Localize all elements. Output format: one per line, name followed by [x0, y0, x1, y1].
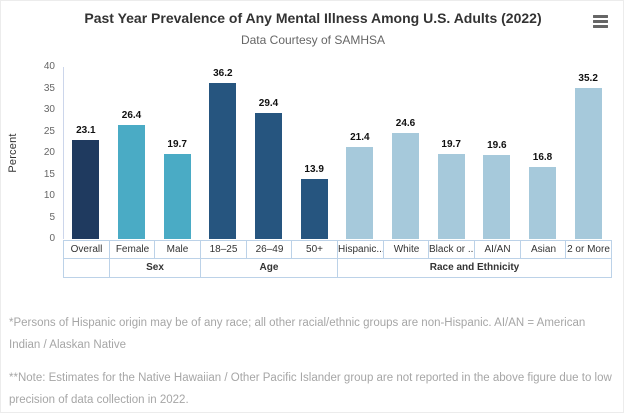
y-tick-label: 10	[43, 190, 55, 201]
x-category-cell: Hispanic...	[337, 240, 384, 259]
y-tick-label: 15	[43, 168, 55, 180]
x-category-cell: 50+	[291, 240, 338, 259]
x-category-cell: 26–49	[246, 240, 293, 259]
bar-26–49[interactable]	[255, 112, 282, 239]
bar-value-label: 36.2	[213, 68, 233, 80]
x-category-cell: Black or ...	[428, 240, 475, 259]
bar-value-label: 19.7	[441, 139, 461, 151]
bar-AI/AN[interactable]	[483, 154, 511, 239]
x-group-cell-race-and-ethnicity: Race and Ethnicity	[337, 258, 612, 278]
bar-White[interactable]	[392, 133, 419, 239]
y-tick-label: 35	[43, 82, 55, 94]
x-category-cell: Asian	[520, 240, 567, 259]
x-group-cell-sex: Sex	[109, 258, 201, 278]
x-category-cell: Female	[109, 240, 156, 259]
bar-2 or More[interactable]	[574, 87, 602, 239]
bar-value-label: 35.2	[578, 72, 598, 84]
bar-value-label: 26.4	[121, 110, 142, 122]
bar-value-label: 13.9	[304, 164, 324, 176]
x-category-cell: 2 or More	[565, 240, 612, 259]
x-category-cell: 18–25	[200, 240, 247, 259]
bar-Hispanic...[interactable]	[346, 146, 374, 239]
bar-Black or ...[interactable]	[437, 154, 465, 239]
x-category-cell: White	[383, 240, 430, 259]
hamburger-menu-icon	[592, 14, 608, 18]
x-category-cell: AI/AN	[474, 240, 521, 259]
y-tick-label: 5	[49, 211, 55, 223]
footnote-hispanic-origin: *Persons of Hispanic origin may be of an…	[9, 317, 586, 351]
bar-value-label: 19.6	[487, 139, 507, 151]
bar-value-label: 29.4	[258, 97, 279, 109]
bar-Male[interactable]	[163, 154, 191, 239]
bar-Overall[interactable]	[72, 139, 100, 239]
bar-value-label: 16.8	[532, 151, 553, 163]
x-group-cell	[63, 258, 110, 278]
footnote-nhopi-note: **Note: Estimates for the Native Hawaiia…	[9, 372, 612, 406]
x-category-cell: Overall	[63, 240, 110, 259]
footnotes: *Persons of Hispanic origin may be of an…	[9, 312, 615, 411]
bar-Asian[interactable]	[529, 166, 556, 239]
hamburger-menu-icon	[592, 19, 608, 23]
bar-value-label: 19.7	[167, 139, 187, 151]
chart-subtitle: Data Courtesy of SAMHSA	[240, 33, 386, 47]
chart-menu-button[interactable]	[589, 12, 611, 30]
y-tick-label: 0	[49, 233, 55, 244]
bar-Female[interactable]	[118, 125, 145, 239]
bar-value-label: 24.6	[395, 118, 416, 130]
y-axis-line	[63, 67, 64, 239]
bar-50+[interactable]	[300, 179, 328, 239]
chart-title: Past Year Prevalence of Any Mental Illne…	[84, 10, 542, 26]
x-group-cell-age: Age	[200, 258, 338, 278]
hamburger-menu-icon	[592, 24, 608, 28]
y-tick-label: 30	[43, 104, 55, 115]
y-tick-label: 20	[43, 147, 55, 158]
y-tick-label: 25	[43, 125, 55, 137]
x-category-cell: Male	[154, 240, 201, 259]
bar-value-label: 23.1	[76, 124, 96, 136]
bar-18–25[interactable]	[209, 83, 237, 239]
bar-value-label: 21.4	[350, 131, 370, 143]
y-tick-label: 40	[43, 61, 55, 72]
